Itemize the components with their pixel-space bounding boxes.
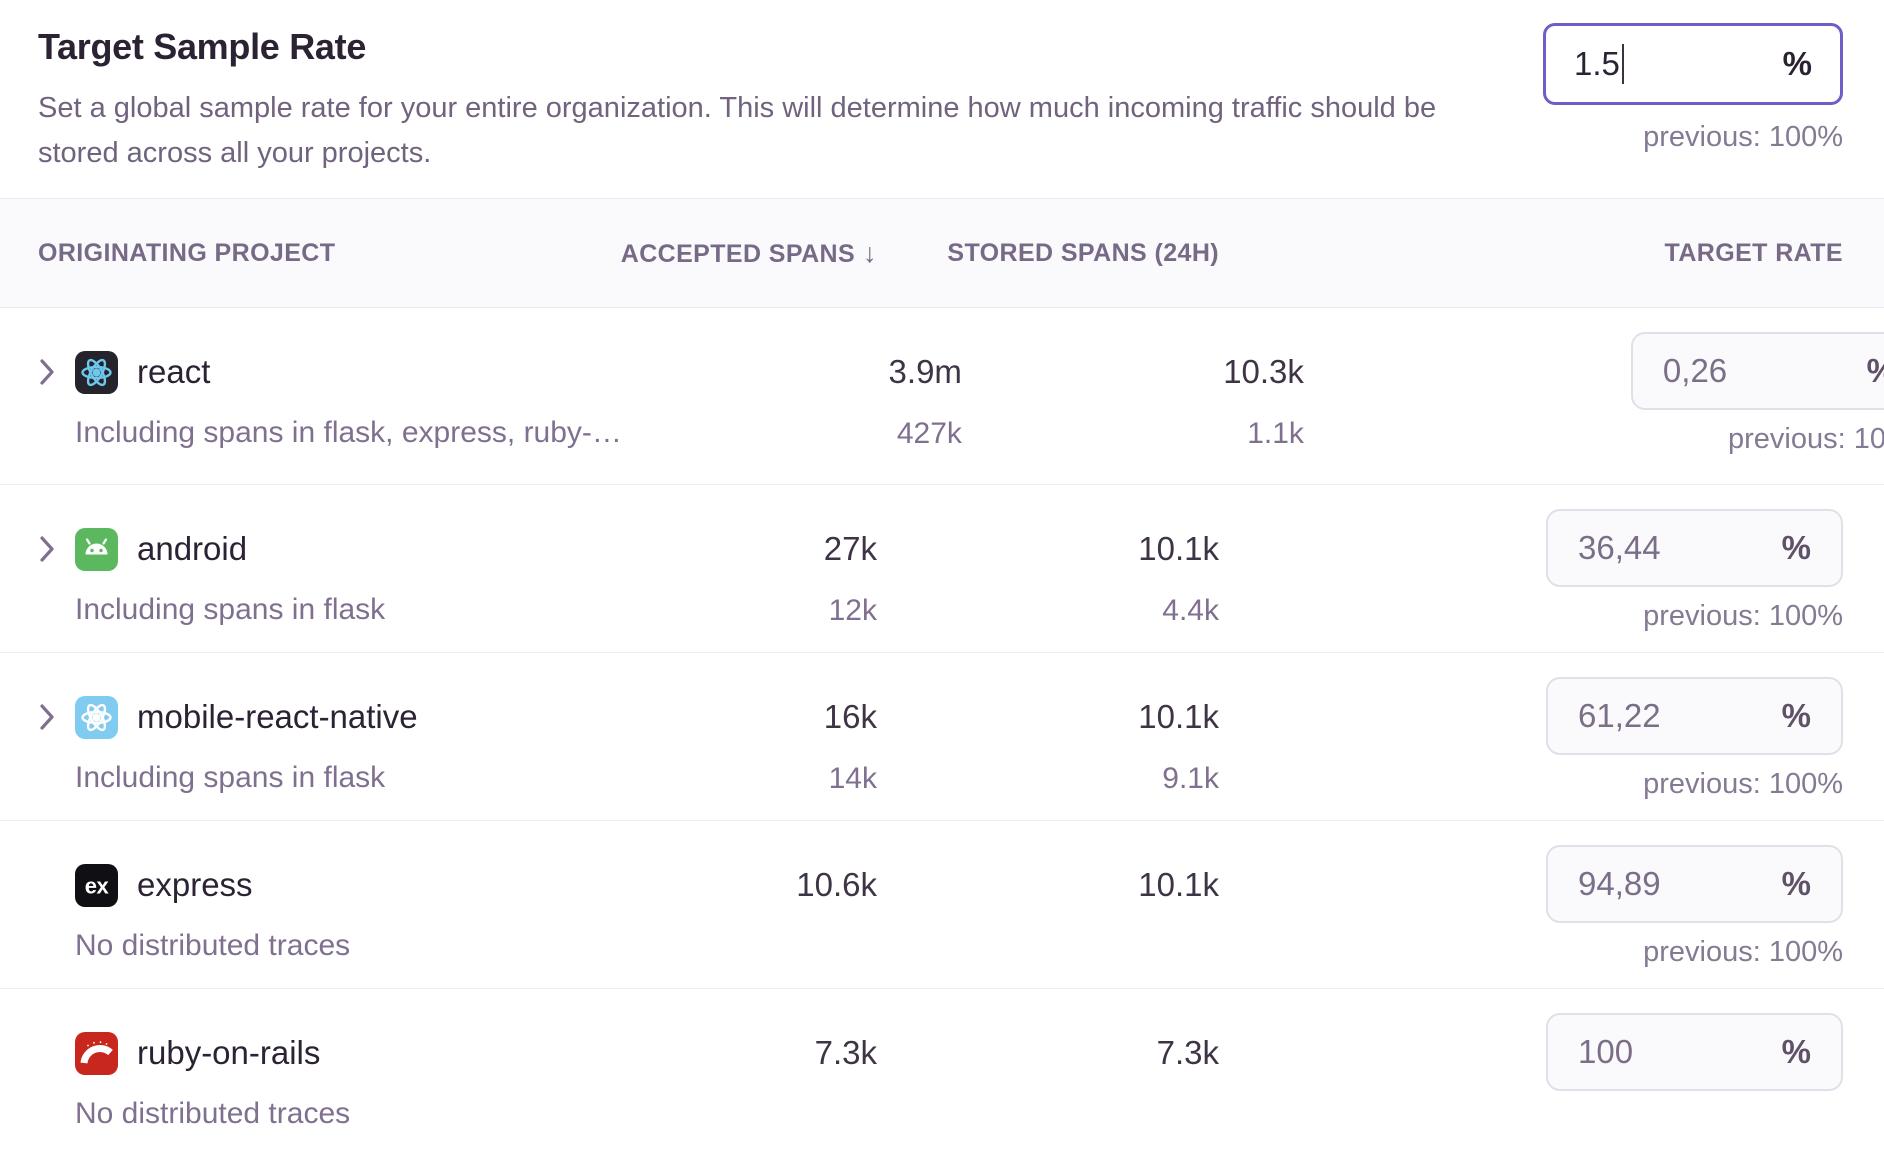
row-previous-rate: previous: 100% bbox=[1643, 600, 1843, 632]
accepted-spans-value: 10.6k bbox=[796, 866, 877, 903]
expand-chevron-icon[interactable] bbox=[38, 357, 75, 387]
table-row: react Including spans in flask, express,… bbox=[0, 308, 1884, 484]
global-rate-control: 1.5 % previous: 100% bbox=[1543, 23, 1843, 154]
stored-spans-sub-value bbox=[877, 1097, 1219, 1133]
accepted-spans-value: 3.9m bbox=[888, 353, 962, 390]
row-rate-value: 94,89 bbox=[1578, 865, 1661, 902]
text-cursor bbox=[1621, 44, 1624, 84]
stored-spans-sub-value: 1.1k bbox=[1247, 417, 1304, 450]
project-subtitle: No distributed traces bbox=[75, 929, 351, 962]
rails-icon bbox=[75, 1031, 118, 1075]
stored-spans-sub-value bbox=[877, 929, 1219, 965]
project-subtitle: Including spans in flask, express, ruby-… bbox=[75, 416, 622, 449]
sort-desc-icon: ↓ bbox=[863, 237, 877, 268]
accepted-spans-label: ACCEPTED SPANS bbox=[620, 239, 856, 268]
project-name: express bbox=[137, 866, 253, 903]
project-name: android bbox=[137, 530, 248, 567]
global-rate-input[interactable]: 1.5 % bbox=[1543, 23, 1843, 105]
project-name: ruby-on-rails bbox=[137, 1034, 321, 1071]
row-rate-input[interactable]: 94,89 % bbox=[1546, 845, 1843, 923]
row-rate-value: 36,44 bbox=[1578, 529, 1661, 566]
accepted-spans-sub-value bbox=[537, 1097, 877, 1133]
percent-sign: % bbox=[1781, 1033, 1811, 1070]
expand-chevron-icon[interactable] bbox=[38, 702, 75, 732]
accepted-spans-sub-value: 14k bbox=[828, 762, 877, 795]
expand-chevron-icon[interactable] bbox=[38, 534, 75, 564]
column-stored-spans: STORED SPANS (24H) bbox=[947, 238, 1219, 267]
react-native-icon bbox=[75, 695, 118, 739]
row-rate-value: 100 bbox=[1578, 1033, 1634, 1070]
percent-sign: % bbox=[1781, 697, 1811, 734]
react-icon bbox=[75, 350, 118, 394]
global-previous-rate: previous: 100% bbox=[1643, 121, 1843, 153]
row-rate-input[interactable]: 100 % bbox=[1546, 1013, 1843, 1091]
global-rate-value: 1.5 bbox=[1574, 45, 1620, 82]
row-previous-rate: previous: 100% bbox=[1643, 936, 1843, 968]
project-subtitle: Including spans in flask bbox=[75, 761, 386, 794]
stored-spans-value: 7.3k bbox=[1156, 1034, 1219, 1071]
stored-spans-sub-value: 9.1k bbox=[1162, 762, 1219, 795]
column-originating-project: ORIGINATING PROJECT bbox=[38, 238, 336, 267]
row-previous-rate: previous: 100% bbox=[1643, 768, 1843, 800]
row-rate-input[interactable]: 36,44 % bbox=[1546, 509, 1843, 587]
project-name: react bbox=[137, 353, 211, 390]
percent-sign: % bbox=[1781, 865, 1811, 902]
stored-spans-value: 10.1k bbox=[1138, 698, 1219, 735]
project-subtitle: Including spans in flask bbox=[75, 593, 386, 626]
row-rate-input[interactable]: 0,26 % bbox=[1630, 332, 1884, 410]
express-icon: ex bbox=[75, 863, 118, 907]
row-rate-input[interactable]: 61,22 % bbox=[1546, 677, 1843, 755]
row-rate-value: 0,26 bbox=[1662, 352, 1728, 389]
accepted-spans-value: 16k bbox=[823, 698, 877, 735]
accepted-spans-sub-value bbox=[537, 929, 877, 965]
accepted-spans-value: 27k bbox=[823, 530, 877, 567]
row-rate-value: 61,22 bbox=[1578, 697, 1661, 734]
target-sample-rate-section: Target Sample Rate Set a global sample r… bbox=[0, 0, 1884, 198]
accepted-spans-sub-value: 427k bbox=[896, 417, 962, 450]
section-description: Set a global sample rate for your entire… bbox=[38, 92, 1437, 169]
table-row: mobile-react-native Including spans in f… bbox=[0, 652, 1884, 820]
percent-sign: % bbox=[1867, 352, 1884, 390]
table-header: ORIGINATING PROJECT ACCEPTED SPANS ↓ STOR… bbox=[0, 198, 1884, 308]
accepted-spans-sub-value: 12k bbox=[828, 594, 877, 627]
project-subtitle: No distributed traces bbox=[75, 1097, 351, 1130]
row-previous-rate: previous: 100% bbox=[1728, 423, 1884, 455]
percent-sign: % bbox=[1782, 45, 1812, 82]
svg-text:ex: ex bbox=[85, 873, 110, 898]
project-name: mobile-react-native bbox=[137, 698, 418, 735]
stored-spans-value: 10.3k bbox=[1223, 353, 1304, 390]
table-row: android Including spans in flask 27k 12k… bbox=[0, 484, 1884, 652]
table-row: ex express No distributed traces 10.6k 1… bbox=[0, 820, 1884, 988]
stored-spans-sub-value: 4.4k bbox=[1162, 594, 1219, 627]
stored-spans-value: 10.1k bbox=[1138, 530, 1219, 567]
table-row: ruby-on-rails No distributed traces 7.3k… bbox=[0, 988, 1884, 1156]
accepted-spans-value: 7.3k bbox=[814, 1034, 877, 1071]
page-title: Target Sample Rate bbox=[38, 26, 367, 67]
android-icon bbox=[75, 527, 118, 571]
percent-sign: % bbox=[1781, 529, 1811, 566]
column-accepted-spans[interactable]: ACCEPTED SPANS ↓ bbox=[537, 238, 877, 269]
column-target-rate: TARGET RATE bbox=[1664, 238, 1843, 267]
stored-spans-value: 10.1k bbox=[1138, 866, 1219, 903]
